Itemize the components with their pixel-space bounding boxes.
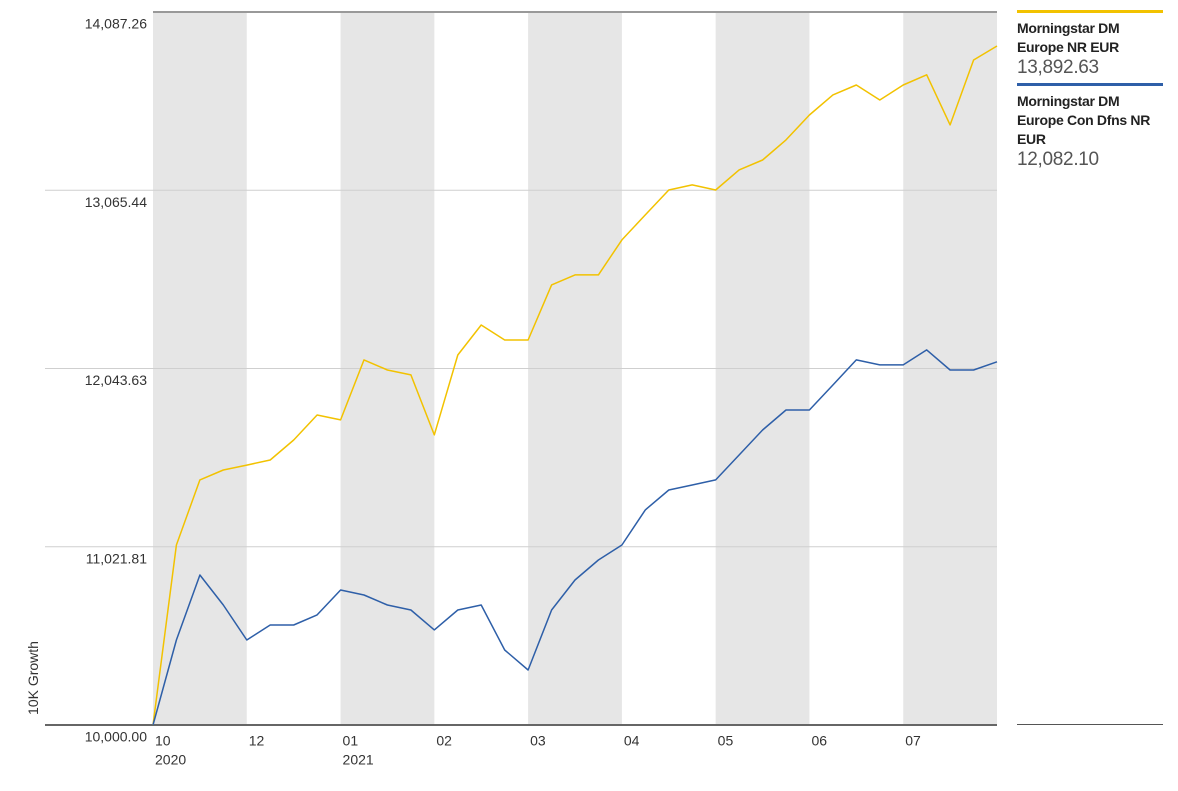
x-tick-label: 04 [624,733,640,749]
x-year-label: 2020 [155,752,186,768]
series-line [152,45,998,726]
legend-value: 12,082.10 [1017,149,1099,170]
y-tick-label: 11,021.81 [86,550,147,566]
legend: Morningstar DM Europe NR EUR 13,892.63 Mor… [1017,10,1163,175]
x-tick-label: 10 [155,733,171,749]
series-line [152,349,998,726]
y-tick-label: 13,065.44 [85,194,147,210]
y-tick-label: 10,000.00 [85,729,147,745]
x-tick-label: 07 [905,733,921,749]
y-tick-label: 12,043.63 [85,372,147,388]
legend-value: 13,892.63 [1017,57,1099,78]
x-tick-label: 12 [249,733,265,749]
legend-name: Morningstar DM Europe Con Dfns NR EUR [1017,93,1151,147]
x-tick-label: 06 [811,733,827,749]
x-tick-label: 01 [343,733,359,749]
legend-rule [1017,724,1163,725]
x-year-label: 2021 [343,752,374,768]
x-tick-label: 02 [436,733,452,749]
x-tick-label: 05 [718,733,734,749]
x-tick-label: 03 [530,733,546,749]
y-tick-label: 14,087.26 [85,16,147,32]
legend-name: Morningstar DM Europe NR EUR [1017,20,1120,55]
y-axis-label: 10K Growth [25,641,41,715]
legend-item: Morningstar DM Europe Con Dfns NR EUR 12,… [1017,83,1163,171]
legend-item: Morningstar DM Europe NR EUR 13,892.63 [1017,10,1163,79]
